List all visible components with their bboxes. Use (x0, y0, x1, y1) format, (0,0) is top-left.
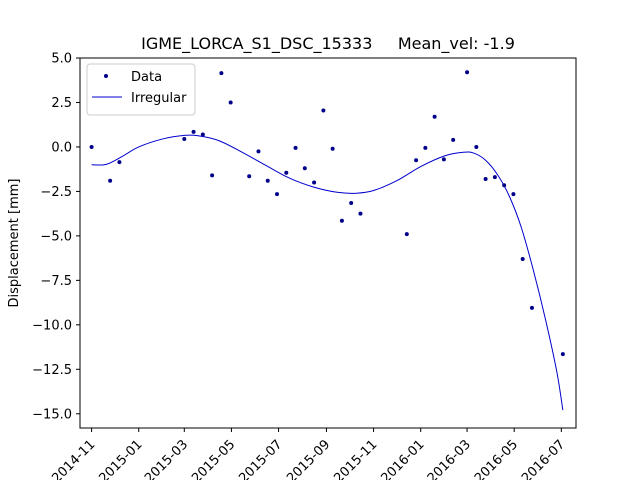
y-tick-label: 2.5 (51, 96, 72, 111)
data-point (358, 211, 363, 216)
data-point (414, 158, 419, 163)
data-point (451, 137, 456, 142)
y-tick-label: 5.0 (51, 52, 72, 67)
chart-title: IGME_LORCA_S1_DSC_15333 Mean_vel: -1.9 (141, 34, 515, 54)
x-tick-label: 2015-09 (284, 437, 333, 480)
data-point (520, 257, 525, 262)
x-tick-label: 2015-01 (97, 437, 146, 480)
legend-data-label: Data (131, 70, 162, 85)
x-tick-label: 2015-11 (331, 437, 380, 480)
data-point (349, 200, 354, 205)
data-point (432, 114, 437, 119)
x-tick-label: 2015-07 (236, 437, 285, 480)
data-point (529, 305, 534, 310)
data-point (210, 173, 215, 178)
data-point (200, 132, 205, 137)
data-point (219, 71, 224, 76)
data-point (511, 192, 516, 197)
data-point (293, 145, 298, 150)
legend-irregular-label: Irregular (131, 91, 187, 106)
data-point (182, 136, 187, 141)
data-point (441, 157, 446, 162)
data-point (474, 144, 479, 149)
legend-box (86, 63, 196, 116)
data-point (483, 176, 488, 181)
x-tick-label: 2016-05 (472, 437, 521, 480)
y-tick-label: −12.5 (32, 363, 72, 378)
data-point (247, 174, 252, 179)
y-tick-label: 0.0 (51, 140, 72, 155)
data-point (465, 70, 470, 75)
legend-data-marker (104, 74, 108, 78)
x-tick-label: 2016-07 (519, 437, 568, 480)
data-point (302, 166, 307, 171)
x-tick-label: 2016-03 (425, 437, 474, 480)
data-points (89, 70, 565, 357)
data-point (502, 183, 507, 188)
data-point (312, 180, 317, 185)
y-tick-label: −7.5 (40, 274, 72, 289)
data-point (89, 144, 94, 149)
irregular-fit-line (91, 134, 564, 411)
x-tick-label: 2016-01 (379, 437, 428, 480)
data-point (265, 178, 270, 183)
legend: Data Irregular (86, 63, 196, 116)
y-tick-label: −5.0 (40, 229, 72, 244)
y-tick-label: −10.0 (32, 318, 72, 333)
plot-frame (79, 57, 577, 429)
data-point (339, 218, 344, 223)
x-tick-label: 2015-03 (142, 437, 191, 480)
data-point (321, 108, 326, 113)
data-point (117, 160, 122, 165)
y-axis-label: Displacement [mm] (7, 179, 22, 308)
data-point (492, 175, 497, 180)
data-point (423, 145, 428, 150)
x-tick-label: 2015-05 (189, 437, 238, 480)
x-tick-label: 2014-11 (49, 437, 98, 480)
data-point (275, 192, 280, 197)
y-tick-label: −2.5 (40, 185, 72, 200)
plot-area (79, 57, 577, 429)
x-axis: 2014-112015-012015-032015-052015-072015-… (49, 428, 568, 480)
data-point (191, 129, 196, 134)
irregular-line (91, 134, 564, 411)
data-point (404, 232, 409, 237)
data-point (330, 146, 335, 151)
data-point (108, 178, 113, 183)
y-tick-label: −15.0 (32, 407, 72, 422)
y-axis: 5.0 2.5 0.0 −2.5 −5.0 −7.5 −10.0 −12.5 −15.0 (32, 52, 80, 422)
data-point (560, 352, 565, 357)
data-point (284, 170, 289, 175)
data-point (228, 100, 233, 105)
data-point (256, 149, 261, 154)
